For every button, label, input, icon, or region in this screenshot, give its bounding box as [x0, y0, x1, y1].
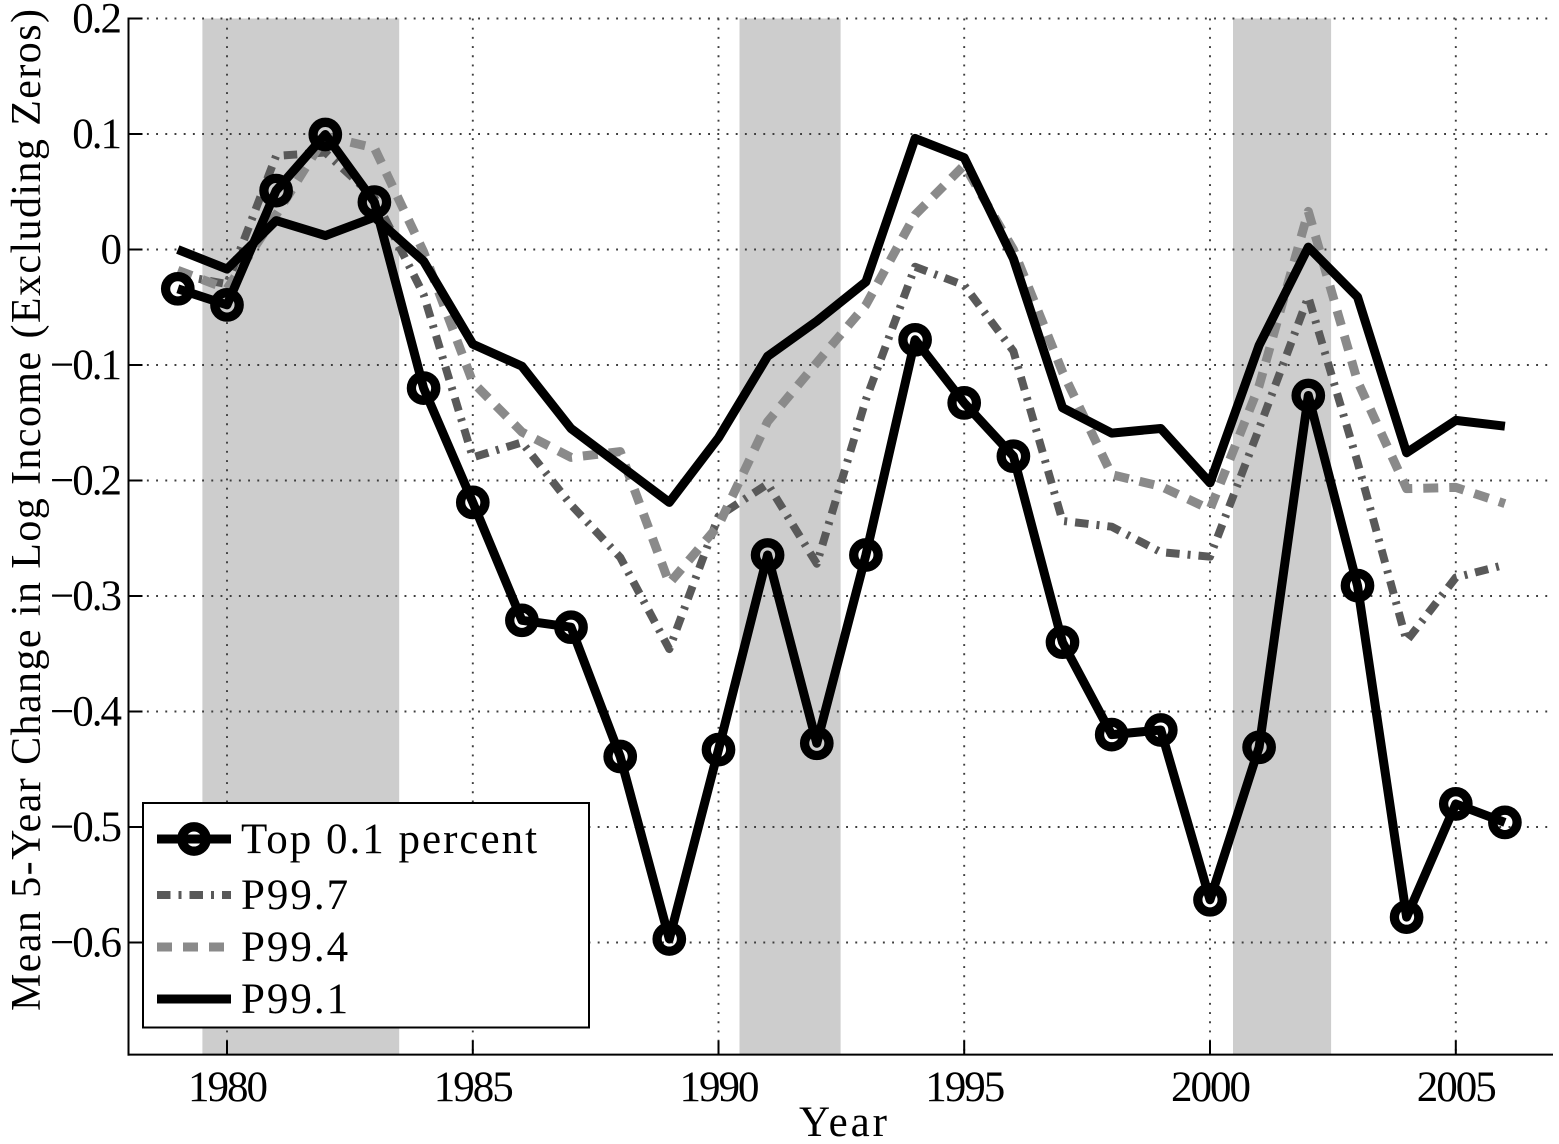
svg-text:P99.4: P99.4	[241, 924, 350, 971]
svg-text:1985: 1985	[434, 1064, 513, 1111]
svg-text:Top 0.1 percent: Top 0.1 percent	[241, 816, 539, 863]
svg-text:−0.6: −0.6	[50, 920, 122, 967]
svg-text:−0.3: −0.3	[50, 573, 121, 620]
svg-text:1995: 1995	[925, 1064, 1004, 1111]
svg-text:−0.2: −0.2	[50, 458, 121, 505]
svg-text:−0.5: −0.5	[50, 804, 121, 851]
svg-text:0.1: 0.1	[72, 111, 120, 158]
svg-text:Year: Year	[799, 1099, 887, 1144]
svg-text:−0.1: −0.1	[50, 342, 120, 389]
svg-text:P99.1: P99.1	[241, 976, 350, 1023]
svg-text:1990: 1990	[680, 1064, 759, 1111]
svg-text:0.2: 0.2	[72, 0, 120, 43]
svg-text:P99.7: P99.7	[241, 872, 350, 919]
svg-text:Mean 5-Year Change in Log Inco: Mean 5-Year Change in Log Income (Exclud…	[4, 9, 50, 1011]
svg-text:0: 0	[101, 227, 121, 274]
svg-text:−0.4: −0.4	[50, 689, 122, 736]
svg-text:2000: 2000	[1171, 1064, 1250, 1111]
svg-text:2005: 2005	[1417, 1064, 1496, 1111]
svg-text:1980: 1980	[188, 1064, 267, 1111]
